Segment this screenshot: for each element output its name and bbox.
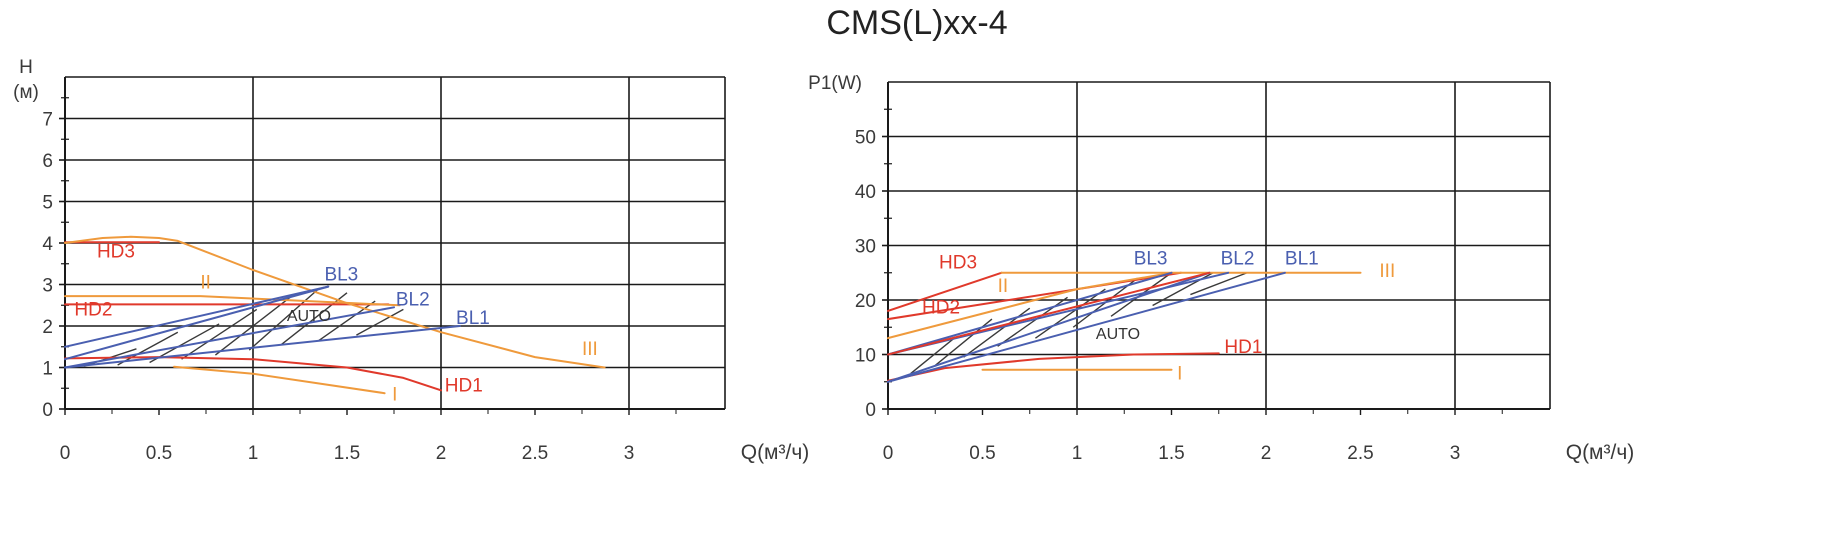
annotation-bl1: BL1 (456, 308, 490, 329)
x-tick-label: 0 (60, 443, 71, 464)
series-bl1-line (887, 271, 1286, 383)
annotation-bl2: BL2 (1221, 249, 1255, 270)
y-tick-label: 30 (855, 237, 876, 258)
auto-hatch-line (1190, 272, 1248, 296)
annotation-auto: AUTO (287, 308, 331, 325)
series-lower-line (64, 285, 330, 348)
annotation-bl2: BL2 (396, 289, 430, 310)
series-red-mid-line (887, 271, 1211, 356)
auto-hatch-line (1035, 288, 1106, 339)
annotation-ii: II (998, 276, 1009, 297)
annotation-hd1: HD1 (1224, 337, 1262, 358)
y-tick-label: 1 (42, 359, 53, 380)
annotation-i: I (392, 385, 397, 406)
auto-hatch-line (318, 300, 376, 342)
auto-hatch-line (181, 308, 258, 360)
annotation-bl3: BL3 (324, 264, 358, 285)
power-chart: 0 10 20 30 40 50 0 0.5 1 1.5 2 2.5 3 Q(м³/ч) P1(W) HD3 I… (808, 73, 1634, 464)
x-tick-label: 3 (624, 443, 635, 464)
x-tick-label: 2.5 (522, 443, 548, 464)
auto-hatch-line (248, 288, 320, 351)
auto-hatch-line (356, 308, 404, 336)
x-tick-label: 3 (1450, 443, 1461, 464)
y-tick-label: 3 (42, 276, 53, 297)
x-tick-label: 0.5 (146, 443, 172, 464)
x-tick-label: 2.5 (1347, 443, 1373, 464)
series-hd1-line (887, 352, 1220, 382)
y-tick-label: 2 (42, 317, 53, 338)
series-ii-line (887, 271, 1173, 340)
x-tick-label: 1.5 (334, 443, 360, 464)
x-tick-label: 1 (1072, 443, 1083, 464)
auto-hatch-line (214, 296, 292, 356)
annotation-ii: II (200, 273, 211, 294)
annotation-hd2: HD2 (922, 298, 960, 319)
annotation-hd2: HD2 (74, 300, 112, 321)
chart-title: CMS(L)xx-4 (826, 4, 1007, 42)
y-tick-label: 7 (42, 110, 53, 131)
x-tick-label: 0.5 (969, 443, 995, 464)
series-bl3-line (64, 285, 330, 361)
x-tick-label: 1.5 (1158, 443, 1184, 464)
series-hd1-line (64, 356, 442, 392)
annotation-iii: III (582, 339, 598, 360)
series-bl2-line (64, 306, 395, 369)
y-axis-label-unit: (м) (13, 82, 39, 103)
annotation-iii: III (1379, 261, 1395, 282)
series-bl3-line (887, 271, 1173, 356)
annotation-hd1: HD1 (445, 376, 483, 397)
y-axis-label: H (19, 57, 33, 78)
y-axis-label: P1(W) (808, 73, 862, 94)
series-ii-line (64, 295, 401, 307)
y-tick-label: 0 (865, 400, 876, 421)
series-iii-line (64, 235, 606, 369)
x-tick-label: 2 (1261, 443, 1272, 464)
annotation-i: I (1177, 364, 1182, 385)
annotation-hd3: HD3 (97, 242, 135, 263)
x-tick-label: 1 (248, 443, 259, 464)
y-tick-label: 10 (855, 346, 876, 367)
x-axis-label: Q(м³/ч) (741, 441, 810, 464)
auto-hatch-line (910, 337, 955, 375)
annotation-bl1: BL1 (1285, 249, 1319, 270)
y-tick-label: 0 (42, 400, 53, 421)
y-tick-label: 50 (855, 128, 876, 149)
x-axis-label: Q(м³/ч) (1566, 441, 1635, 464)
y-tick-label: 5 (42, 193, 53, 214)
auto-hatch-line (149, 323, 220, 364)
annotation-bl3: BL3 (1134, 249, 1168, 270)
auto-hatch-line (997, 296, 1068, 347)
head-chart: 0 1 2 3 4 5 6 7 0 0.5 1 1.5 2 2.5 3 Q(м³/ч) H (м) HD3 II HD2… (13, 57, 809, 464)
annotation-auto: AUTO (1096, 326, 1140, 343)
y-tick-label: 4 (42, 234, 53, 255)
annotation-hd3: HD3 (939, 252, 977, 273)
series-blue-low-line (887, 271, 1211, 383)
series-bl1-line (64, 325, 461, 369)
series-i-line (173, 365, 386, 395)
x-tick-label: 2 (436, 443, 447, 464)
series-hd3-line (887, 271, 1003, 312)
y-tick-label: 40 (855, 182, 876, 203)
auto-hatch-line (117, 331, 179, 366)
x-tick-label: 0 (883, 443, 894, 464)
y-tick-label: 20 (855, 291, 876, 312)
y-tick-label: 6 (42, 151, 53, 172)
